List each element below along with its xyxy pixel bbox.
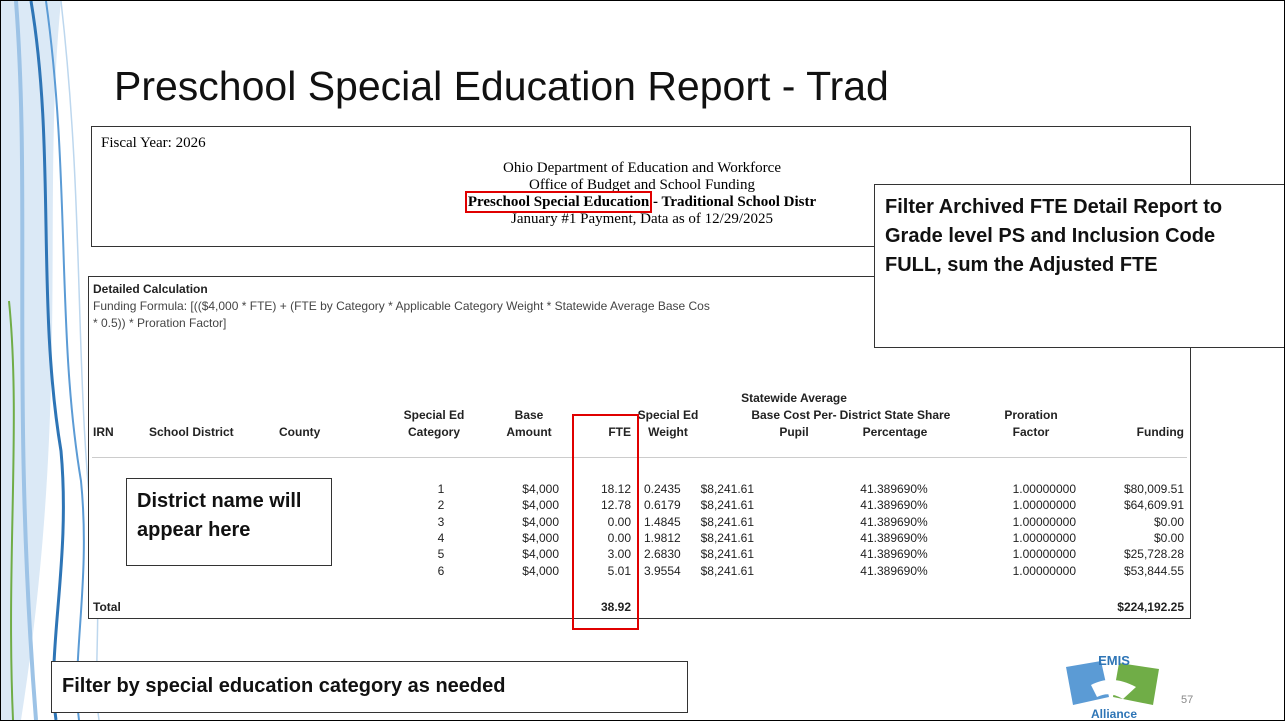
logo-top: EMIS bbox=[1098, 653, 1130, 668]
table-cell: $25,728.28 bbox=[1124, 547, 1184, 561]
formula-line: * 0.5)) * Proration Factor] bbox=[93, 315, 710, 332]
callout: Filter by special education category as … bbox=[51, 661, 688, 713]
column-header: District State Share Percentage bbox=[831, 356, 959, 441]
slide-title: Preschool Special Education Report - Tra… bbox=[114, 63, 889, 110]
table-cell: $4,000 bbox=[522, 564, 559, 578]
formula-line: Funding Formula: [(($4,000 * FTE) + (FTE… bbox=[93, 298, 710, 315]
total-funding: $224,192.25 bbox=[1117, 600, 1184, 614]
total-label: Total bbox=[93, 600, 121, 614]
table-cell: $4,000 bbox=[522, 515, 559, 529]
table-cell: 41.389690% bbox=[834, 547, 954, 561]
table-cell: $8,241.61 bbox=[701, 498, 754, 512]
table-cell: $4,000 bbox=[522, 531, 559, 545]
table-cell: 1.00000000 bbox=[1013, 531, 1076, 545]
table-cell: $0.00 bbox=[1154, 515, 1184, 529]
column-header: Base Amount bbox=[496, 356, 562, 441]
table-cell: 2.6830 bbox=[644, 547, 681, 561]
table-cell: 0.6179 bbox=[644, 498, 681, 512]
report-name: Preschool Special Education bbox=[468, 194, 649, 210]
table-cell: 41.389690% bbox=[834, 531, 954, 545]
table-cell: 1.4845 bbox=[644, 515, 681, 529]
column-header: IRN bbox=[93, 356, 123, 441]
table-cell: 1 bbox=[381, 482, 501, 496]
table-cell: $53,844.55 bbox=[1124, 564, 1184, 578]
column-header: County bbox=[279, 356, 339, 441]
table-cell: $80,009.51 bbox=[1124, 482, 1184, 496]
table-cell: 0.2435 bbox=[644, 482, 681, 496]
table-cell: 5 bbox=[381, 547, 501, 561]
column-header: Funding bbox=[1111, 356, 1184, 441]
report-suffix: - Traditional School Distr bbox=[653, 194, 816, 210]
column-header: Proration Factor bbox=[991, 356, 1071, 441]
table-cell: 41.389690% bbox=[834, 482, 954, 496]
detail-heading: Detailed Calculation bbox=[93, 282, 208, 296]
table-cell: 3 bbox=[381, 515, 501, 529]
table-cell: $64,609.91 bbox=[1124, 498, 1184, 512]
table-cell: 1.00000000 bbox=[1013, 498, 1076, 512]
table-cell: $8,241.61 bbox=[701, 482, 754, 496]
table-cell: $4,000 bbox=[522, 482, 559, 496]
table-cell: 1.9812 bbox=[644, 531, 681, 545]
logo-bottom: Alliance bbox=[1091, 707, 1137, 721]
table-cell: 41.389690% bbox=[834, 564, 954, 578]
table-cell: 1.00000000 bbox=[1013, 482, 1076, 496]
header-line: Ohio Department of Education and Workfor… bbox=[92, 160, 1192, 177]
formula: Funding Formula: [(($4,000 * FTE) + (FTE… bbox=[93, 298, 710, 332]
table-cell: 6 bbox=[381, 564, 501, 578]
table-cell: $4,000 bbox=[522, 498, 559, 512]
table-cell: $8,241.61 bbox=[701, 515, 754, 529]
fiscal-year: Fiscal Year: 2026 bbox=[101, 135, 206, 152]
table-cell: 41.389690% bbox=[834, 498, 954, 512]
column-header: Special Ed Category bbox=[389, 356, 479, 441]
header-rule bbox=[92, 457, 1187, 458]
table-cell: 1.00000000 bbox=[1013, 564, 1076, 578]
table-cell: 1.00000000 bbox=[1013, 547, 1076, 561]
column-header: Special Ed Weight bbox=[631, 356, 705, 441]
fte-highlight bbox=[572, 414, 639, 630]
table-cell: $8,241.61 bbox=[701, 564, 754, 578]
table-cell: 41.389690% bbox=[834, 515, 954, 529]
table-cell: 2 bbox=[381, 498, 501, 512]
table-cell: 4 bbox=[381, 531, 501, 545]
table-cell: $8,241.61 bbox=[701, 547, 754, 561]
table-cell: 1.00000000 bbox=[1013, 515, 1076, 529]
logo: EMIS Alliance bbox=[1061, 649, 1171, 721]
table-cell: 3.9554 bbox=[644, 564, 681, 578]
slide: Preschool Special Education Report - Tra… bbox=[0, 0, 1285, 721]
callout: Filter Archived FTE Detail Report to Gra… bbox=[874, 184, 1285, 348]
table-cell: $8,241.61 bbox=[701, 531, 754, 545]
table-cell: $0.00 bbox=[1154, 531, 1184, 545]
table-cell: $4,000 bbox=[522, 547, 559, 561]
column-header: School District bbox=[149, 356, 239, 441]
page-number: 57 bbox=[1181, 694, 1193, 706]
callout: District name will appear here bbox=[126, 478, 332, 566]
